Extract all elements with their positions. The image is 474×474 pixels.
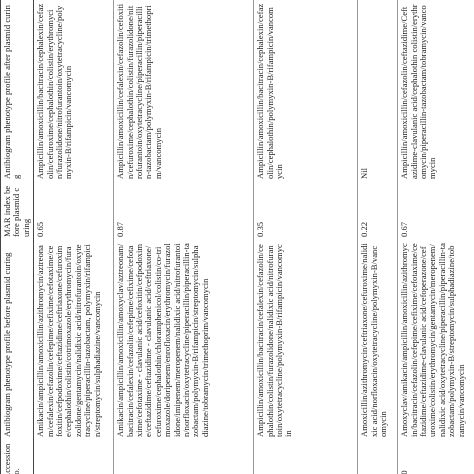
header-row: Accession no. Antibiogram phenotype profi… [0, 0, 34, 474]
table-cell: 6 [33, 440, 114, 474]
table-cell: Nil [357, 0, 398, 182]
table-cell: 0.22 [357, 182, 398, 240]
table-cell: 7 [113, 440, 254, 474]
table-cell: Ampicillin/amoxicillin/cefazolin/ceftazi… [397, 0, 474, 182]
table-cell: Amikacin/ampicillin/amoxicillin/amoxycla… [113, 240, 254, 440]
table-cell: Amikacin/ampicillin/amoxicillin/azithrom… [33, 240, 114, 440]
table-cell: 0.65 [33, 182, 114, 240]
table-row: 9Amoxicillin/azithromycin/ceftriaxone/ce… [357, 0, 398, 474]
table-cell: Ampicillin/amoxicillin/bacitracin/cephal… [253, 0, 358, 182]
table-cell: Ampicillin/amoxicillin/cefalexin/cefazol… [113, 0, 254, 182]
header-cell: Antibiogram phenotype profile after plas… [0, 0, 34, 182]
table-cell: 9 [357, 440, 398, 474]
table-cell: Amoxyclav/amikacin/ampicillin/amoxicilli… [397, 240, 474, 440]
header-cell: Antibiogram phenotype profile before pla… [0, 240, 34, 440]
header-cell: MAR index before plasmid curing [0, 182, 34, 240]
table-row: 6Amikacin/ampicillin/amoxicillin/azithro… [33, 0, 114, 474]
table-cell: Ampicillin/amoxicillin/bacitracin/cephal… [33, 0, 114, 182]
table-body: 6Amikacin/ampicillin/amoxicillin/azithro… [33, 0, 474, 474]
table-cell: 0.67 [397, 182, 474, 240]
table-cell: 0.35 [253, 182, 358, 240]
table-cell: Ampicillin/amoxicillin/bacitracin/cefale… [253, 240, 358, 440]
table-cell: 0.87 [113, 182, 254, 240]
table-row: 7Amikacin/ampicillin/amoxicillin/amoxycl… [113, 0, 254, 474]
table-row: 8Ampicillin/amoxicillin/bacitracin/cefal… [253, 0, 358, 474]
header-cell: Accession no. [0, 440, 34, 474]
table-cell: 10 [397, 440, 474, 474]
table-row: 10Amoxyclav/amikacin/ampicillin/amoxicil… [397, 0, 474, 474]
table-cell: Amoxicillin/azithromycin/ceftriaxone/cef… [357, 240, 398, 440]
table-cell: 8 [253, 440, 358, 474]
